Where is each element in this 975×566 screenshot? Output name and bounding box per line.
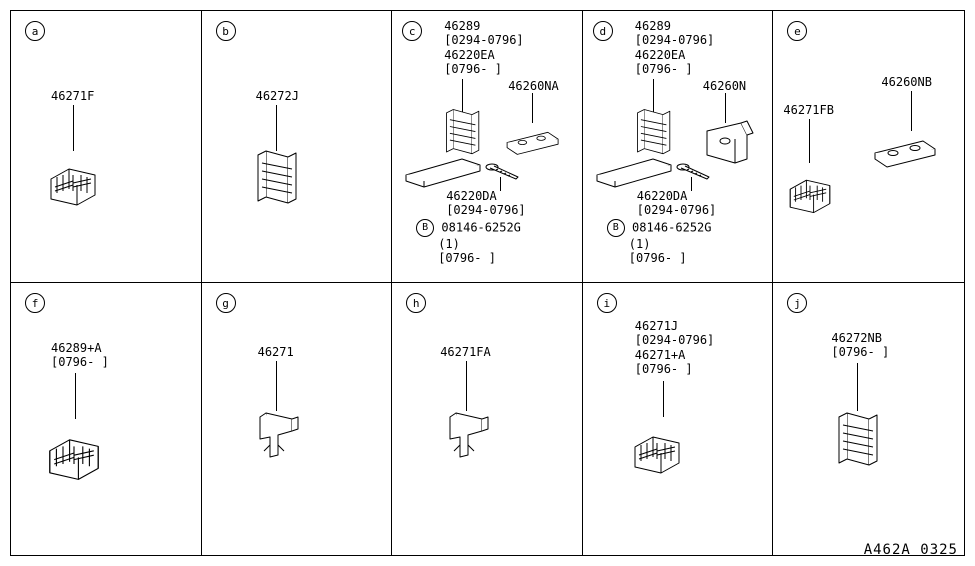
cell-letter-g: g bbox=[216, 293, 236, 313]
part-f-clip bbox=[41, 409, 121, 485]
part-d-screw bbox=[675, 161, 715, 185]
bolt-bubble-c: B bbox=[416, 219, 434, 237]
label-h: 46271FA bbox=[440, 345, 491, 359]
cell-g: g 46271 bbox=[202, 283, 393, 555]
part-h-clip bbox=[440, 401, 500, 469]
label-d-main: 46289 [0294-0796] 46220EA [0796- ] bbox=[635, 19, 714, 77]
cell-letter-c: c bbox=[402, 21, 422, 41]
cell-d: d 46289 [0294-0796] 46220EA [0796- ] 462… bbox=[583, 11, 774, 283]
cell-letter-a: a bbox=[25, 21, 45, 41]
cell-letter-f: f bbox=[25, 293, 45, 313]
part-e-plate bbox=[869, 123, 949, 179]
lead-d3 bbox=[691, 177, 692, 191]
cell-letter-d: d bbox=[593, 21, 613, 41]
part-j-clip bbox=[829, 403, 889, 473]
cell-letter-i: i bbox=[597, 293, 617, 313]
part-c-base bbox=[402, 147, 486, 193]
part-e-clip bbox=[783, 155, 849, 221]
lead-c3 bbox=[500, 177, 501, 191]
label-i: 46271J [0294-0796] 46271+A [0796- ] bbox=[635, 319, 714, 377]
cell-i: i 46271J [0294-0796] 46271+A [0796- ] bbox=[583, 283, 774, 555]
label-46272j: 46272J bbox=[256, 89, 299, 103]
label-46271f: 46271F bbox=[51, 89, 94, 103]
drawing-id: A462A 0325 bbox=[864, 542, 958, 558]
label-e-right: 46260NB bbox=[881, 75, 932, 89]
cell-letter-h: h bbox=[406, 293, 426, 313]
part-i-clip bbox=[627, 409, 703, 481]
label-d-lower: 46220DA [0294-0796] bbox=[637, 189, 716, 218]
part-c-screw bbox=[484, 161, 524, 185]
cell-h: h 46271FA bbox=[392, 283, 583, 555]
part-d-base bbox=[593, 147, 677, 193]
cell-f: f 46289+A [0796- ] bbox=[11, 283, 202, 555]
label-c-side: 46260NA bbox=[508, 79, 559, 93]
label-d-bolt: B 08146-6252G (1) [0796- ] bbox=[607, 219, 712, 266]
bolt-bubble-d: B bbox=[607, 219, 625, 237]
label-g: 46271 bbox=[258, 345, 294, 359]
label-c-lower: 46220DA [0294-0796] bbox=[446, 189, 525, 218]
cell-letter-j: j bbox=[787, 293, 807, 313]
part-clip-a bbox=[43, 141, 113, 211]
label-d-side: 46260N bbox=[703, 79, 746, 93]
label-e-left: 46271FB bbox=[783, 103, 834, 117]
cell-b: b 46272J bbox=[202, 11, 393, 283]
label-c-main: 46289 [0294-0796] 46220EA [0796- ] bbox=[444, 19, 523, 77]
cell-letter-e: e bbox=[787, 21, 807, 41]
diagram-grid: a 46271F b 46272J c 46289 [0294-0796] 46… bbox=[10, 10, 965, 556]
part-clip-b bbox=[248, 141, 308, 211]
cell-letter-b: b bbox=[216, 21, 236, 41]
label-c-bolt: B 08146-6252G (1) [0796- ] bbox=[416, 219, 521, 266]
cell-c: c 46289 [0294-0796] 46220EA [0796- ] 462… bbox=[392, 11, 583, 283]
label-f: 46289+A [0796- ] bbox=[51, 341, 109, 370]
cell-e: e 46271FB 46260NB bbox=[773, 11, 964, 283]
label-j: 46272NB [0796- ] bbox=[831, 331, 889, 360]
cell-j: j 46272NB [0796- ] A462A 0325 bbox=[773, 283, 964, 555]
part-g-clip bbox=[250, 401, 310, 469]
cell-a: a 46271F bbox=[11, 11, 202, 283]
